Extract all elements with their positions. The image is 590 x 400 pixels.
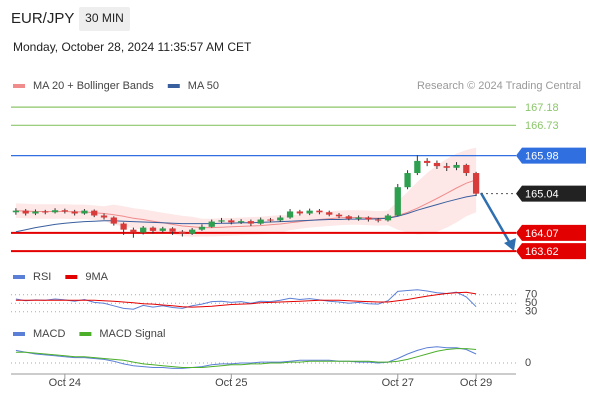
candle-body <box>71 211 78 214</box>
indicator-line <box>15 346 477 369</box>
y-tick-label: 30 <box>525 306 537 318</box>
level-label: 163.62 <box>525 246 559 258</box>
candle-body <box>130 229 137 233</box>
candle-body <box>296 211 303 214</box>
candle-body <box>159 228 166 231</box>
candle-body <box>169 228 176 232</box>
legend-swatch <box>13 84 25 88</box>
level-label-box <box>516 185 586 202</box>
x-tick-label: Oct 25 <box>215 377 247 389</box>
candle-body <box>326 212 333 215</box>
legend-swatch <box>65 275 78 279</box>
candle-body <box>247 221 255 224</box>
interval-badge <box>79 7 130 31</box>
legend-swatch <box>79 332 92 336</box>
candle-body <box>110 217 117 224</box>
y-tick-label: 70 <box>525 289 537 301</box>
indicator-line <box>15 348 477 368</box>
legend-label: MACD Signal <box>99 328 165 340</box>
candle-body <box>61 210 68 212</box>
candle-body <box>286 211 294 218</box>
candle-body <box>218 220 225 222</box>
candle-body <box>384 215 392 221</box>
legend-label: RSI <box>33 271 51 283</box>
indicator-line <box>15 289 477 310</box>
level-label: 165.04 <box>525 189 559 201</box>
timestamp: Monday, October 28, 2024 11:35:57 AM CET <box>13 40 252 54</box>
level-label: 164.07 <box>525 228 559 240</box>
candle-body <box>365 217 372 220</box>
x-tick-label: Oct 29 <box>460 377 492 389</box>
candle-body <box>414 160 421 174</box>
candle-body <box>463 164 470 174</box>
legend-swatch <box>13 332 25 336</box>
candle-body <box>453 164 460 168</box>
level-label: 167.18 <box>525 102 559 114</box>
x-tick-label: Oct 27 <box>382 377 414 389</box>
level-label-box <box>516 147 586 164</box>
candle-body <box>237 221 245 223</box>
y-tick-label: 50 <box>525 297 537 309</box>
y-tick-label: 0 <box>525 357 531 369</box>
candle-body <box>394 187 401 216</box>
candle-body <box>22 210 29 214</box>
level-label-box <box>516 224 586 241</box>
candle-body <box>198 226 206 230</box>
candle-body <box>443 166 450 168</box>
candle-body <box>433 162 441 167</box>
ma-line <box>15 194 477 233</box>
forecast-arrow-head <box>504 238 516 251</box>
candle-body <box>316 210 323 213</box>
forecast-arrow <box>479 192 513 246</box>
level-label: 165.98 <box>525 151 559 163</box>
legend-label: 9MA <box>85 271 108 283</box>
candle-body <box>355 217 362 219</box>
legend-label: MA 50 <box>188 80 219 92</box>
candle-body <box>51 210 59 213</box>
candle-body <box>267 219 274 221</box>
candle-body <box>257 219 264 224</box>
candle-body <box>375 219 382 221</box>
candle-body <box>100 215 108 218</box>
candle-body <box>345 216 352 219</box>
candle-body <box>335 214 343 217</box>
candle-body <box>228 220 235 223</box>
source: Research © 2024 Trading Central <box>417 80 581 92</box>
candle-body <box>472 173 480 194</box>
candle-body <box>42 211 49 213</box>
candle-body <box>208 221 215 227</box>
candle-body <box>404 173 411 188</box>
interval: 30 MIN <box>85 11 124 25</box>
candle-body <box>179 231 186 234</box>
candle-body <box>149 227 157 231</box>
symbol: EUR/JPY <box>11 10 74 27</box>
level-label-box <box>516 243 586 260</box>
legend-swatch <box>167 84 180 88</box>
candle-body <box>32 211 39 214</box>
legend-label: MACD <box>33 328 65 340</box>
candle-body <box>306 210 313 214</box>
candle-body <box>424 160 431 163</box>
candle-body <box>91 210 98 216</box>
x-tick-label: Oct 24 <box>49 377 81 389</box>
bollinger-band <box>15 147 477 237</box>
legend-label: MA 20 + Bollinger Bands <box>33 80 154 92</box>
candle-body <box>189 229 196 234</box>
candle-body <box>12 210 20 213</box>
candle-body <box>277 217 284 221</box>
candle-body <box>140 227 147 233</box>
candle-body <box>120 223 127 230</box>
level-label: 166.73 <box>525 120 559 132</box>
candle-body <box>81 210 88 214</box>
legend-swatch <box>13 275 25 279</box>
indicator-line <box>15 291 477 308</box>
